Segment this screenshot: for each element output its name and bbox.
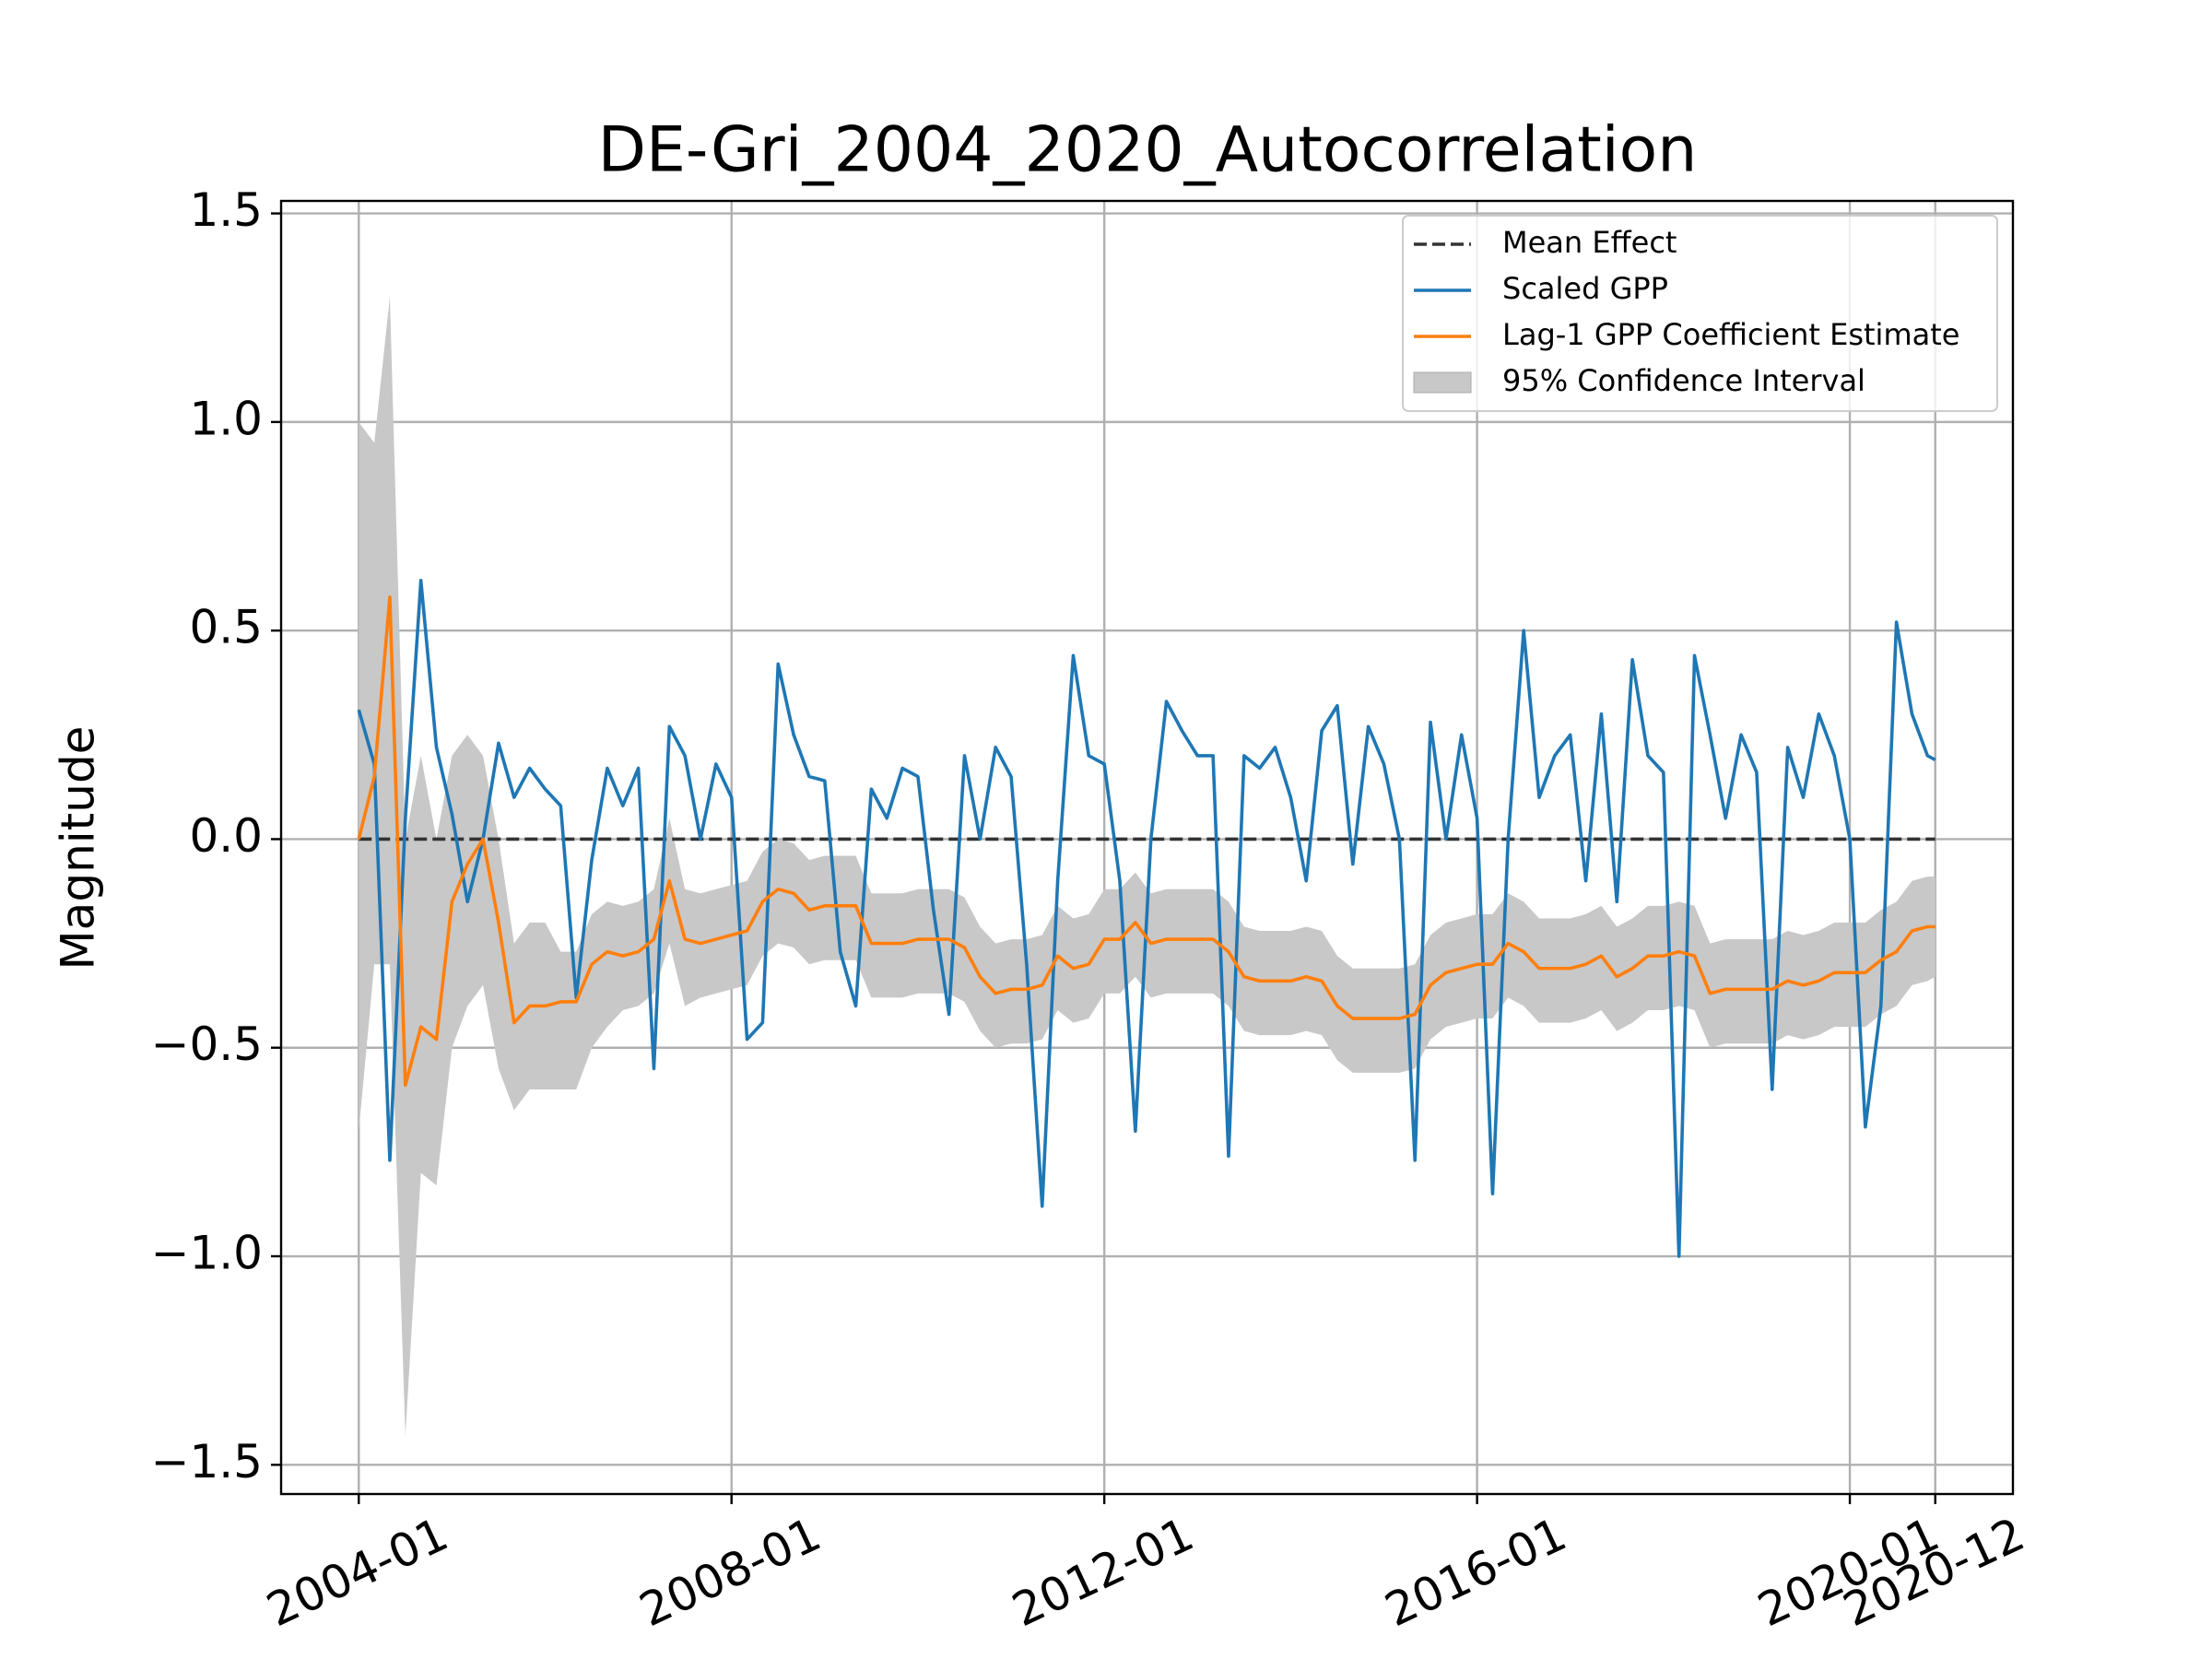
y-tick-label: −1.5 [151,1435,263,1488]
y-tick-label: −0.5 [151,1018,263,1071]
data-line [357,579,1936,1258]
legend-swatch [1413,371,1472,394]
confidence-band [359,297,1936,1436]
y-tick-label: −1.0 [151,1227,263,1280]
legend-label: Mean Effect [1502,225,1677,260]
y-tick-label: 0.0 [189,809,263,863]
legend-label: 95% Confidence Interval [1502,363,1865,398]
y-tick-label: 1.5 [189,183,263,237]
legend-label: Scaled GPP [1502,271,1668,306]
legend-label: Lag-1 GPP Coefficient Estimate [1502,317,1959,352]
y-tick-label: 0.5 [189,601,263,654]
y-tick-label: 1.0 [189,392,263,445]
plot-frame [279,199,2015,1496]
chart-title: DE-Gri_2004_2020_Autocorrelation [598,114,1698,187]
y-axis-label: Magnitude [52,726,105,971]
data-line [357,595,1936,1088]
legend-box [1402,215,1998,412]
